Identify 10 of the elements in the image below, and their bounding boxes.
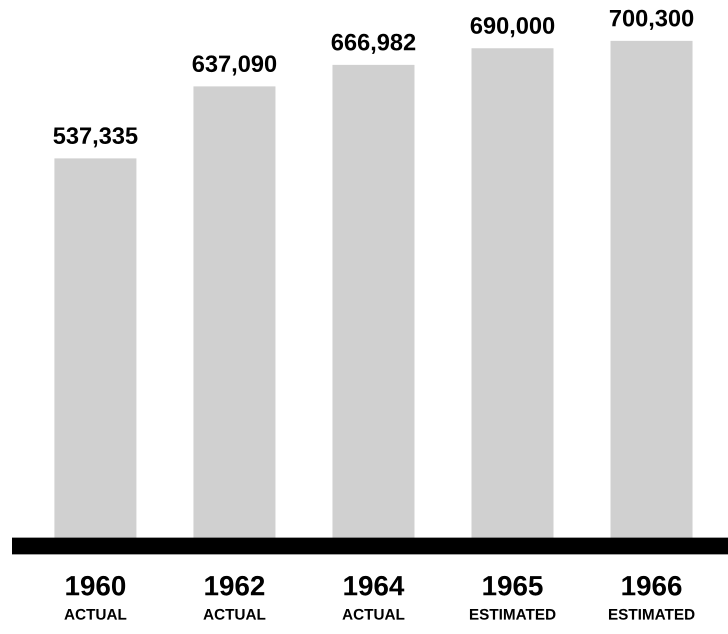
category-label: 1965 ESTIMATED (470, 576, 556, 620)
data-label: 700,300 (610, 10, 694, 30)
category-label: 1964 ACTUAL (342, 576, 404, 620)
data-label: 666,982 (332, 34, 416, 54)
category-label: 1962 ACTUAL (203, 576, 266, 620)
data-label: 637,090 (192, 55, 276, 76)
category-label: 1960 ACTUAL (64, 576, 126, 620)
data-label: 537,335 (53, 127, 138, 148)
data-label: 690,000 (470, 17, 554, 38)
category-label: 1966 ESTIMATED (608, 576, 694, 620)
